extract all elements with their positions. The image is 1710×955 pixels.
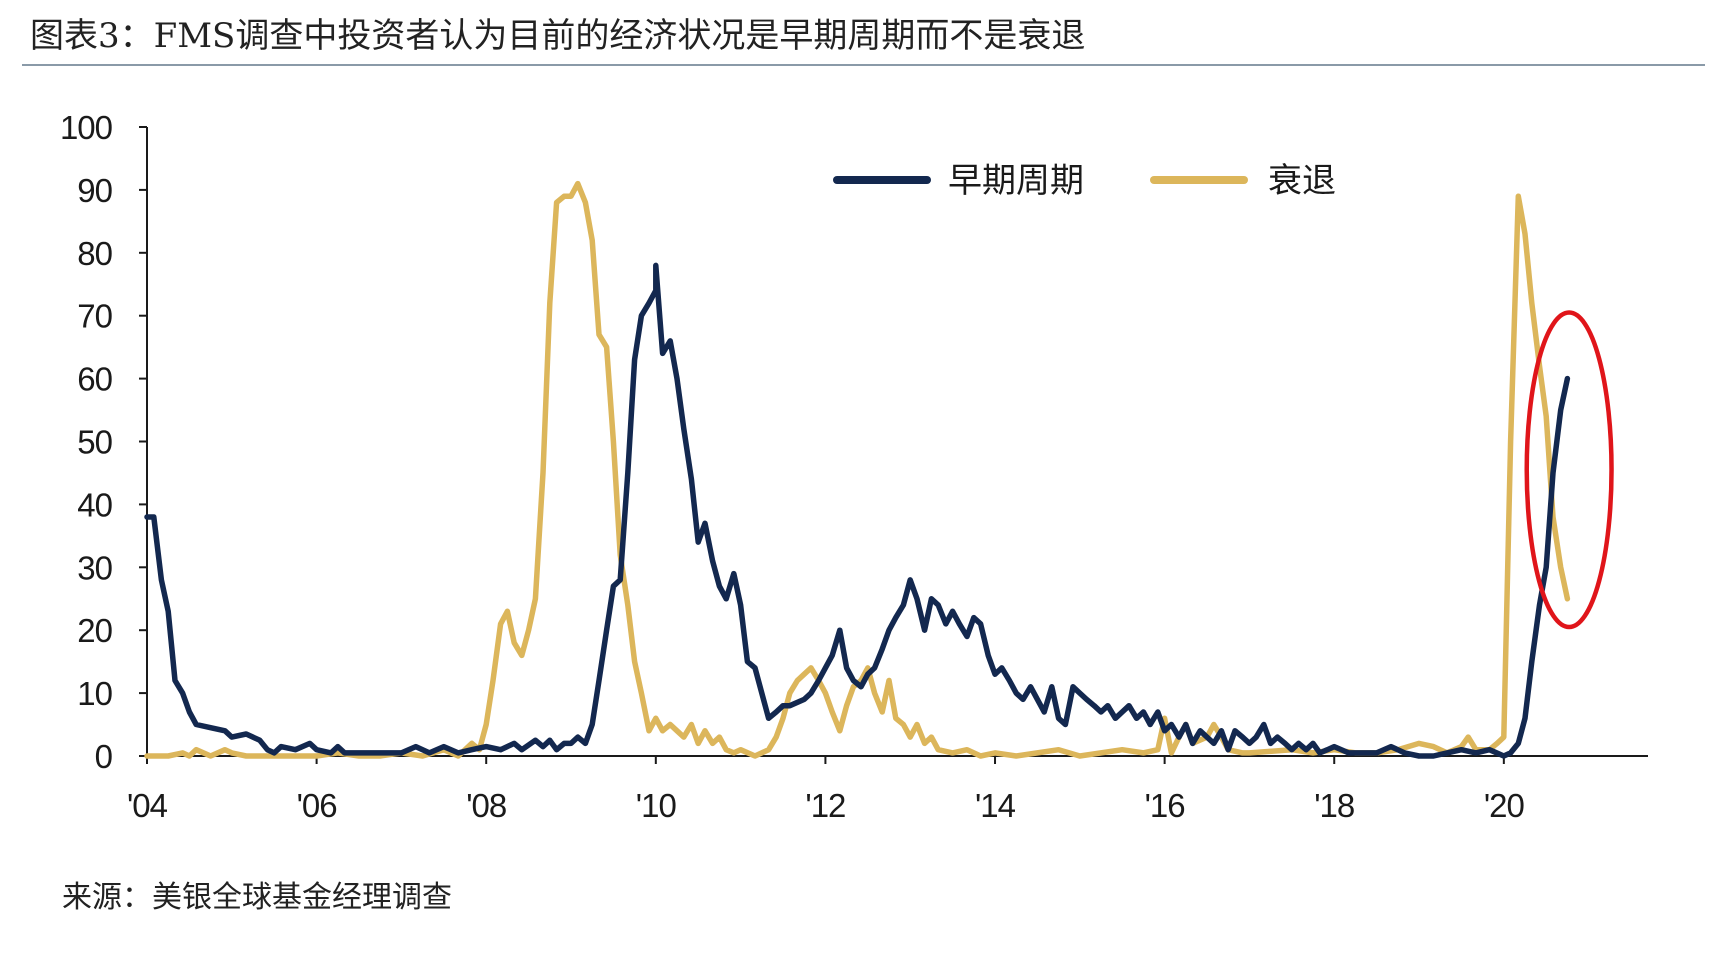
annotation-layer: [1524, 310, 1614, 630]
x-tick-label: '06: [297, 787, 337, 824]
title-divider: [22, 64, 1705, 66]
series-line-early-cycle: [144, 262, 1571, 759]
y-axis: 0 10 20 30 40 50 60 70 80 90 100: [60, 109, 148, 775]
x-tick-label: '14: [975, 787, 1016, 824]
y-tick-label: 50: [77, 424, 112, 461]
x-tick-label: '10: [636, 787, 677, 824]
x-tick-label: '16: [1145, 787, 1185, 824]
source-note: 来源：美银全球基金经理调查: [62, 880, 452, 915]
y-tick-label: 10: [77, 675, 112, 712]
y-tick-label: 0: [95, 738, 113, 775]
series-layer: [144, 180, 1571, 759]
highlight-ellipse: [1524, 310, 1614, 630]
series-line-recession: [144, 180, 1571, 759]
x-tick-label: '20: [1484, 787, 1525, 824]
x-tick-label: '08: [466, 787, 506, 824]
x-tick-label: '18: [1314, 787, 1354, 824]
y-tick-label: 70: [77, 298, 112, 335]
y-tick-label: 90: [77, 172, 112, 209]
legend-item-early-cycle: 早期周期: [833, 161, 1084, 201]
legend-label: 早期周期: [948, 161, 1084, 201]
y-tick-label: 40: [77, 486, 112, 523]
legend-label: 衰退: [1268, 161, 1336, 201]
y-tick-label: 20: [77, 612, 112, 649]
y-tick-label: 80: [77, 235, 112, 272]
x-tick-label: '12: [805, 787, 845, 824]
y-tick-label: 30: [77, 549, 112, 586]
x-axis: '04 '06 '08 '10 '12 '14 '16 '18 '20: [127, 755, 1648, 824]
y-tick-label: 100: [60, 109, 113, 146]
legend: 早期周期 衰退: [833, 161, 1336, 201]
x-tick-label: '04: [127, 787, 168, 824]
legend-item-recession: 衰退: [1150, 161, 1336, 201]
figure-title: 图表3：FMS调查中投资者认为目前的经济状况是早期周期而不是衰退: [30, 16, 1086, 56]
y-tick-label: 60: [77, 361, 112, 398]
